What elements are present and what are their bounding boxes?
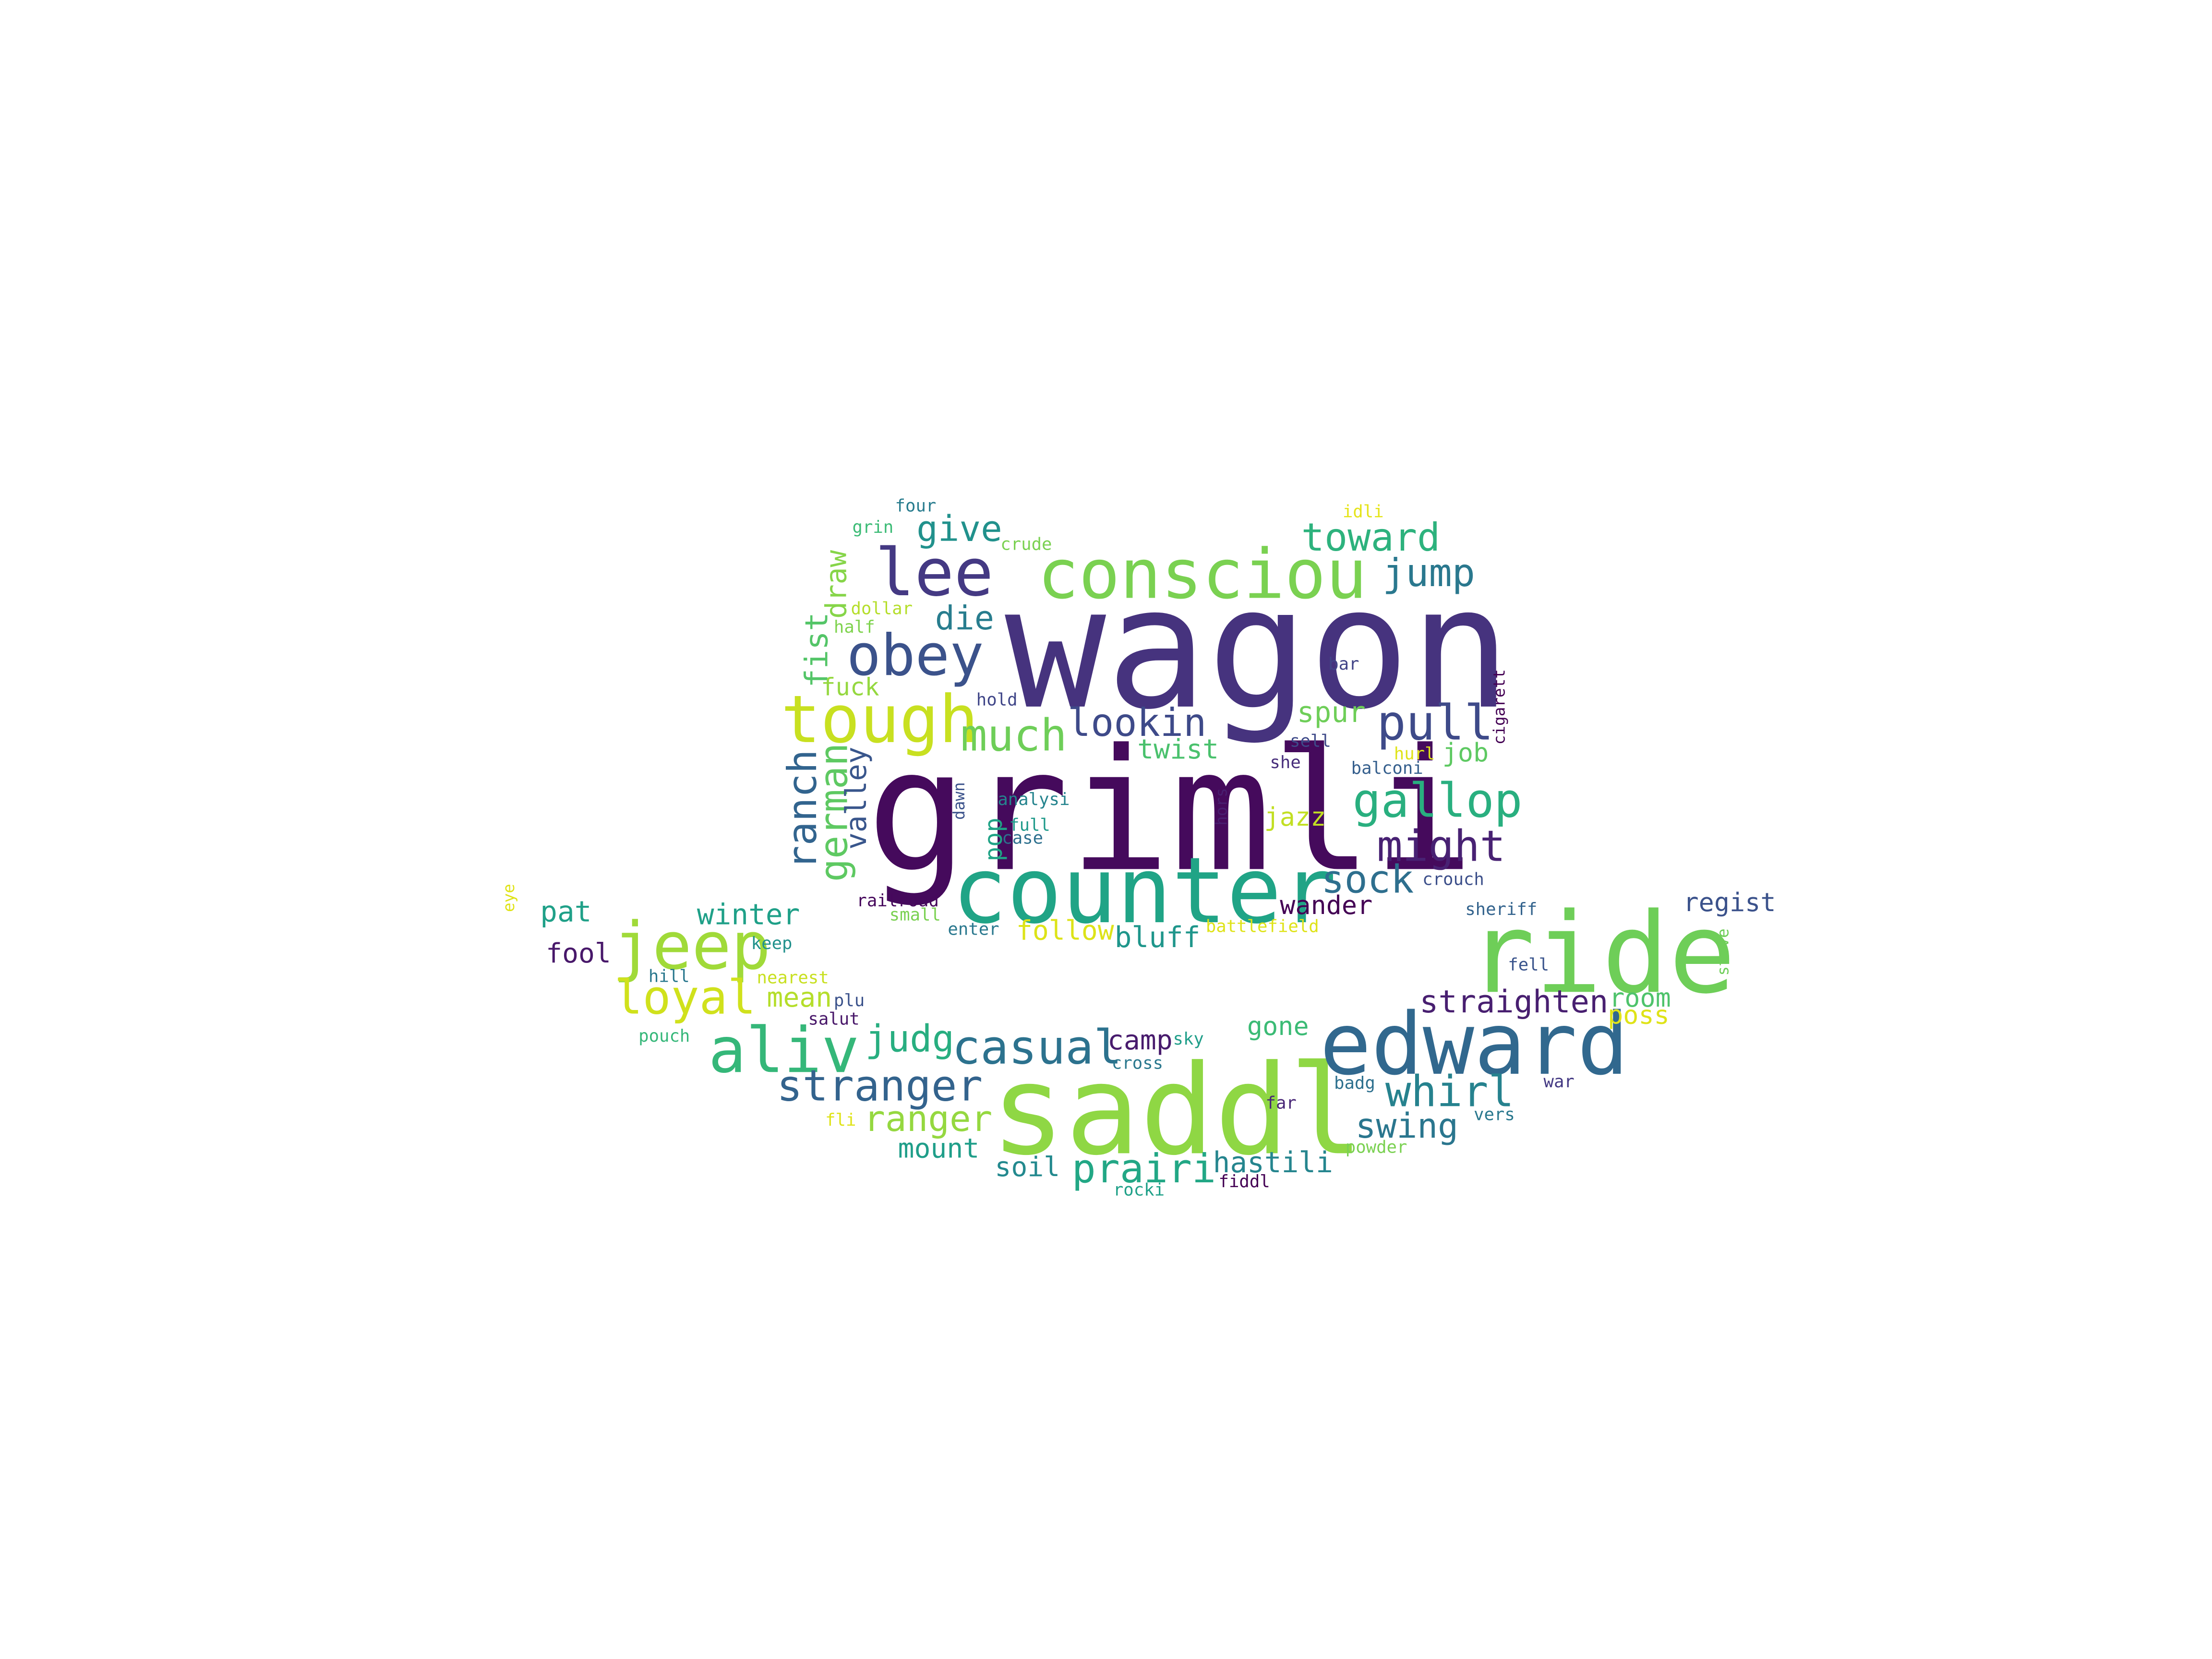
word-die: die [935,600,994,637]
word-fool: fool [546,938,611,969]
word-crouch: crouch [1422,869,1484,889]
word-jazz: jazz [1264,802,1326,832]
word-fuck: fuck [821,673,879,701]
word-soil: soil [995,1152,1060,1183]
word-job: job [1443,737,1489,768]
word-four: four [895,496,937,516]
word-plu: plu [834,991,865,1010]
word-sheriff: sheriff [1465,900,1537,919]
word-bar: bar [1328,654,1359,674]
word-small: small [890,905,941,925]
word-grin: grin [853,517,894,537]
word-vers: vers [1474,1105,1515,1124]
word-gone: gone [1247,1011,1309,1041]
word-far: far [1266,1094,1297,1113]
word-hold: hold [976,690,1018,709]
word-she: she [1270,753,1300,772]
word-badg: badg [1334,1073,1375,1093]
word-battlefield: battlefield [1206,916,1319,936]
word-sky: sky [1173,1029,1204,1049]
word-fell: fell [1508,955,1549,975]
word-judg: judg [865,1017,954,1060]
word-follow: follow [1016,915,1114,946]
word-much: much [961,710,1067,761]
word-hors: hors [1212,788,1230,826]
word-balconi: balconi [1351,758,1423,778]
word-bluff: bluff [1115,921,1201,954]
word-poss: poss [1608,999,1670,1030]
word-hill: hill [649,966,690,986]
word-valley: valley [840,746,873,849]
word-analysi: analysi [998,790,1070,809]
word-cross: cross [1112,1053,1163,1073]
word-camp: camp [1107,1025,1173,1056]
word-eye: eye [500,884,518,912]
word-case: case [1002,828,1043,848]
word-jump: jump [1382,551,1475,595]
word-dawn: dawn [950,782,968,820]
word-salut: salut [808,1009,859,1029]
word-crude: crude [1000,535,1052,554]
word-idli: idli [1343,502,1384,521]
word-fli: fli [825,1110,856,1130]
word-winter: winter [697,899,800,932]
word-draw: draw [820,550,853,619]
word-keep: keep [751,934,793,953]
word-regist: regist [1683,887,1776,917]
word-cigarett: cigarett [1490,669,1508,745]
word-gallop: gallop [1353,774,1523,829]
word-fiddl: fiddl [1219,1172,1270,1191]
word-rocki: rocki [1113,1180,1165,1200]
word-twist: twist [1137,734,1219,765]
word-tough: tough [781,682,978,758]
word-sell: sell [1290,731,1331,751]
word-spur: spur [1297,696,1366,729]
word-dollar: dollar [851,599,913,618]
word-nearest: nearest [757,968,829,987]
word-stove: stove [1714,928,1732,975]
word-powder: powder [1346,1138,1407,1157]
word-enter: enter [948,919,999,939]
word-mount: mount [898,1133,980,1165]
word-straighten: straighten [1419,984,1608,1020]
word-pat: pat [540,896,591,929]
word-war: war [1544,1072,1575,1092]
word-pouch: pouch [638,1026,690,1046]
word-wander: wander [1280,890,1372,920]
word-half: half [834,617,875,637]
